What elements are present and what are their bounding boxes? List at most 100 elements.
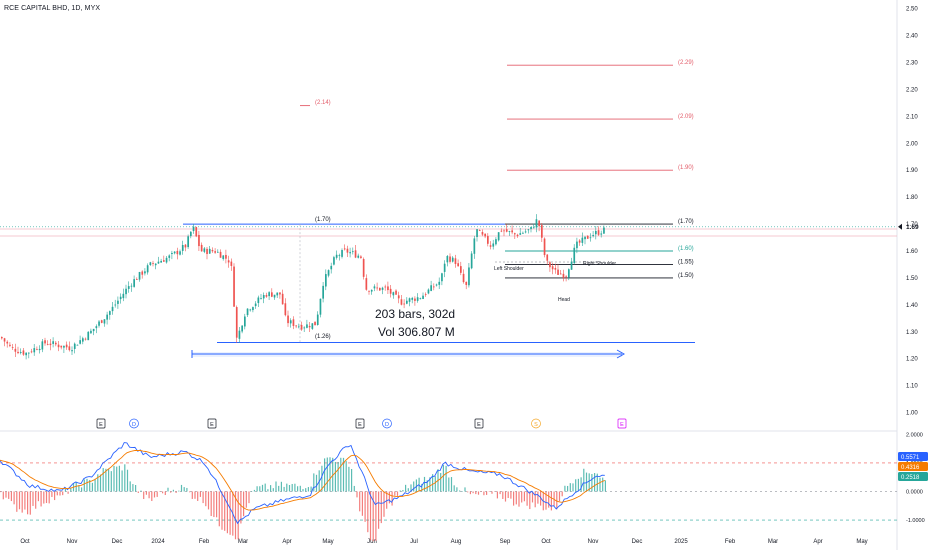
candle-body (397, 295, 400, 299)
macd-histogram-bar (261, 484, 264, 492)
macd-value-badge (898, 462, 928, 471)
macd-histogram-bar (54, 491, 56, 501)
candle-body (14, 348, 17, 352)
event-marker-glyph: E (620, 422, 624, 428)
event-marker-glyph: E (210, 422, 214, 428)
macd-histogram-bar (561, 491, 563, 497)
candle-body (98, 321, 100, 326)
macd-histogram-bar (540, 491, 542, 506)
macd-histogram-bar (162, 491, 164, 494)
time-axis-label: 2024 (151, 539, 165, 545)
macd-histogram-bar (469, 491, 471, 495)
macd-histogram-bar (531, 491, 534, 503)
macd-histogram-bar (340, 457, 342, 492)
candle-body (190, 231, 192, 237)
macd-histogram-bar (256, 486, 258, 492)
candle-body (532, 227, 535, 229)
candle-body (144, 271, 146, 274)
candle-body (133, 279, 135, 287)
candle-body (392, 292, 395, 296)
candle-body (589, 237, 592, 239)
candle-body (149, 262, 152, 266)
macd-histogram-bar (0, 491, 2, 493)
candle-body (271, 292, 273, 297)
macd-histogram-bar (129, 481, 131, 492)
candle-body (316, 314, 319, 326)
macd-histogram-bar (283, 486, 285, 492)
candle-body (238, 330, 241, 339)
macd-histogram-bar (537, 491, 539, 504)
macd-histogram-bar (572, 483, 574, 492)
macd-histogram-bar (251, 491, 253, 492)
candle-body (9, 344, 11, 346)
candle-body (341, 250, 343, 257)
macd-histogram-bar (172, 489, 174, 492)
price-level-label: (1.60) (678, 246, 694, 252)
candle-body (55, 342, 57, 345)
macd-axis-tick: 2.0000 (906, 432, 923, 438)
macd-histogram-bar (267, 489, 269, 492)
macd-value-badge-text: 0.2518 (901, 475, 920, 481)
candle-body (203, 248, 206, 252)
macd-histogram-bar (502, 491, 504, 499)
candle-body (478, 230, 481, 232)
macd-histogram-bar (216, 491, 218, 518)
macd-histogram-bar (197, 491, 199, 501)
macd-histogram-bar (351, 468, 353, 492)
candle-body (109, 311, 111, 315)
macd-histogram-bar (548, 491, 550, 508)
macd-histogram-bar (423, 476, 426, 492)
macd-histogram-bar (602, 477, 604, 492)
candle-body (379, 287, 381, 291)
macd-histogram-bar (45, 491, 48, 504)
candle-body (441, 273, 443, 282)
candle-body (84, 338, 87, 340)
macd-histogram-bar (275, 481, 277, 492)
candle-body (227, 260, 230, 263)
macd-histogram-bar (337, 462, 339, 492)
macd-histogram-bar (386, 491, 388, 509)
macd-histogram-bar (164, 491, 166, 496)
candle-body (335, 254, 338, 258)
macd-histogram-bar (259, 486, 261, 492)
price-axis-tick: 1.70 (906, 222, 918, 228)
candle-body (603, 227, 605, 234)
macd-histogram-bar (189, 491, 191, 493)
macd-histogram-bar (156, 491, 158, 497)
macd-histogram-bar (577, 478, 579, 492)
candle-body (406, 300, 408, 304)
candle-body (76, 344, 79, 346)
macd-histogram-bar (429, 477, 431, 492)
signal-line (0, 449, 605, 511)
candle-body (573, 247, 576, 264)
macd-histogram-bar (391, 491, 393, 506)
macd-histogram-bar (243, 491, 245, 517)
macd-value-badge-text: 0.5571 (901, 455, 920, 461)
macd-histogram-bar (510, 491, 512, 499)
price-axis-tick: 1.50 (906, 276, 918, 282)
macd-histogram-bar (143, 491, 145, 500)
time-axis-label: Jul (410, 539, 418, 545)
candle-body (446, 256, 449, 263)
head-label: Head (558, 297, 570, 303)
macd-histogram-bar (89, 480, 91, 492)
price-axis-tick: 1.80 (906, 195, 918, 201)
macd-histogram-bar (78, 485, 80, 492)
macd-histogram-bar (159, 491, 161, 492)
macd-histogram-bar (16, 491, 18, 512)
macd-histogram-bar (67, 491, 69, 494)
macd-histogram-bar (491, 491, 493, 494)
macd-histogram-bar (234, 491, 237, 540)
macd-histogram-bar (299, 485, 301, 492)
candle-body (438, 281, 441, 285)
candle-body (217, 251, 219, 253)
macd-histogram-bar (523, 491, 525, 502)
candle-body (252, 307, 254, 311)
macd-histogram-bar (332, 457, 334, 492)
macd-histogram-bar (518, 491, 520, 507)
macd-histogram-bar (186, 487, 188, 492)
candle-body (338, 255, 341, 257)
candle-body (327, 270, 330, 276)
candle-body (146, 265, 149, 273)
